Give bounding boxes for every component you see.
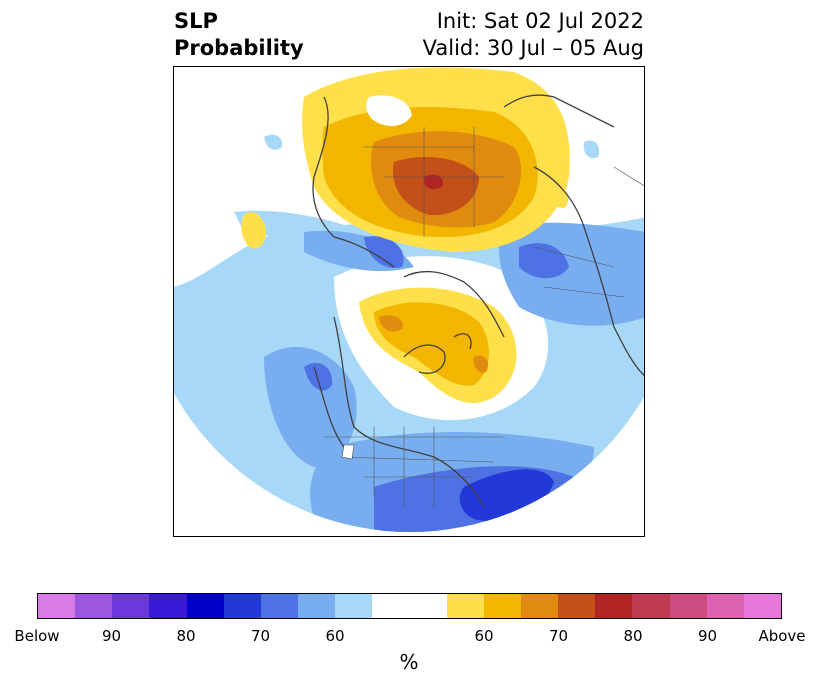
colorbar-tick-label: 60 [474, 627, 494, 645]
colorbar-segment [335, 594, 373, 618]
above-max-region-europe [423, 174, 443, 190]
colorbar-unit-label: % [399, 650, 419, 674]
above-60-region-pacific [241, 212, 266, 249]
colorbar-segment [112, 594, 150, 618]
colorbar-segment [223, 594, 261, 618]
forecast-dates: Init: Sat 02 Jul 2022 Valid: 30 Jul – 05… [423, 8, 644, 62]
colorbar-tick-label: Above [758, 627, 806, 645]
below-80-region-canada [364, 236, 404, 268]
coastlines [312, 94, 644, 508]
colorbar-segment [669, 594, 707, 618]
colorbar-tick-label: 80 [176, 627, 196, 645]
title-subtitle: Probability [174, 36, 304, 60]
colorbar-tick-label: 90 [697, 627, 718, 645]
outside-projection [174, 397, 644, 536]
colorbar-tick-label: 70 [250, 627, 271, 645]
colorbar-tick-label: 80 [623, 627, 643, 645]
probability-map [173, 66, 645, 537]
below-80-region-pacific [304, 363, 333, 391]
colorbar-segment [372, 594, 447, 618]
colorbar-segment [149, 594, 187, 618]
init-date: Init: Sat 02 Jul 2022 [436, 9, 644, 33]
neutral-spot-us [341, 444, 355, 460]
colorbar-segment [75, 594, 113, 618]
colorbar-segment [706, 594, 744, 618]
colorbar-segment [260, 594, 299, 618]
above-70-region-arctic [374, 302, 490, 386]
below-60-region-north [264, 134, 283, 150]
above-80-region-arctic [379, 315, 403, 332]
below-80-region-siberia [519, 243, 569, 279]
colorbar-tick-label: 60 [325, 627, 345, 645]
title-variable: SLP [174, 9, 218, 33]
colorbar [37, 593, 782, 619]
political-borders [324, 127, 644, 507]
colorbar-tick-label: Below [14, 627, 60, 645]
colorbar-segment [446, 594, 484, 618]
valid-date-range: Valid: 30 Jul – 05 Aug [422, 36, 644, 60]
map-canvas [174, 67, 644, 536]
colorbar-segment [595, 594, 633, 618]
colorbar-tick-label: 70 [548, 627, 569, 645]
colorbar-segment [38, 594, 76, 618]
below-60-region-east [583, 140, 600, 159]
colorbar-segment [558, 594, 596, 618]
chart-title: SLP Probability [174, 8, 304, 62]
colorbar-segment [186, 594, 224, 618]
colorbar-tick-label: 90 [101, 627, 122, 645]
colorbar-segment [521, 594, 559, 618]
colorbar-segment [298, 594, 336, 618]
colorbar-segment [743, 594, 782, 618]
probability-shading [174, 67, 644, 532]
colorbar-segment [632, 594, 670, 618]
colorbar-segment [483, 594, 522, 618]
above-80-region-arctic-east [473, 355, 489, 373]
neutral-region-scandinavia [366, 95, 412, 127]
